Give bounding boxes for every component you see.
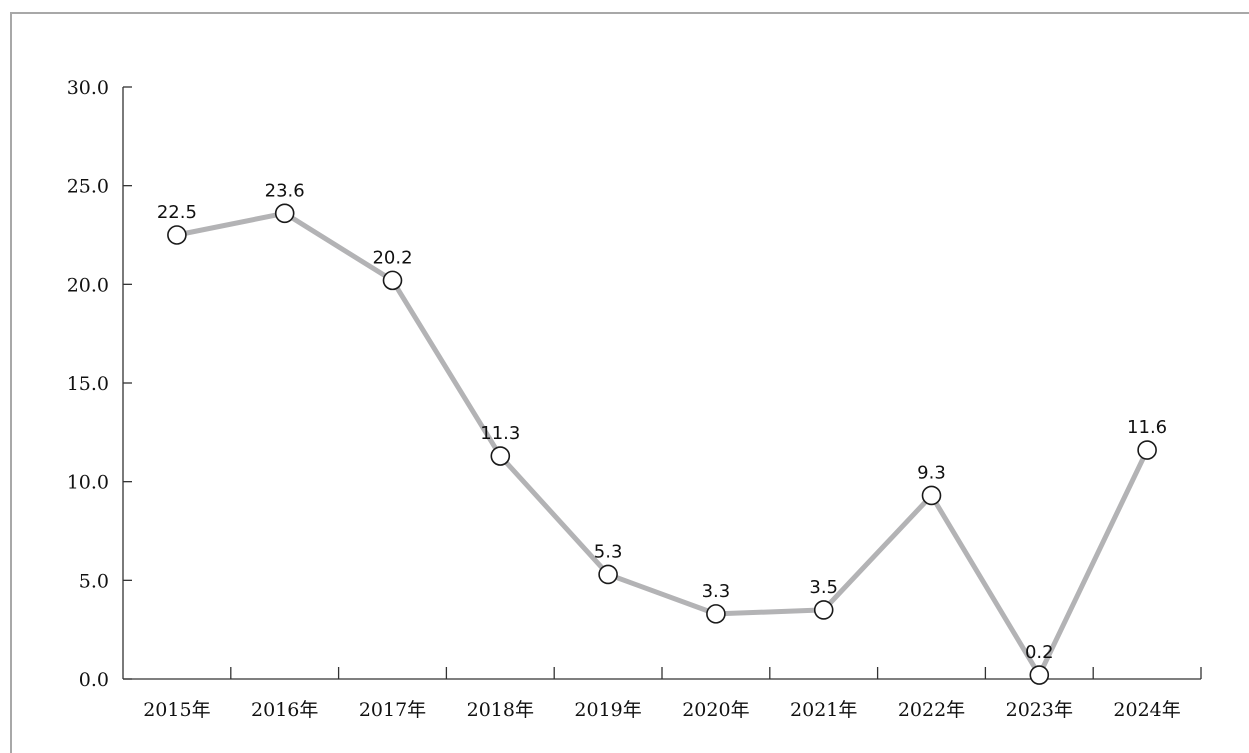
data-label: 0.2 <box>1025 642 1054 663</box>
y-tick-label: 25.0 <box>67 176 109 198</box>
data-label: 11.3 <box>480 423 520 444</box>
data-point <box>382 270 403 291</box>
y-tick-label: 5.0 <box>79 570 109 592</box>
data-point <box>921 485 942 506</box>
data-label: 22.5 <box>157 202 197 223</box>
data-label: 3.3 <box>702 581 731 602</box>
series-line <box>174 210 1150 678</box>
y-tick-label: 10.0 <box>67 472 109 494</box>
data-label: 23.6 <box>265 180 305 201</box>
data-point <box>1029 665 1050 685</box>
data-point <box>167 225 187 245</box>
y-tick-label: 20.0 <box>67 274 109 296</box>
data-point <box>706 604 726 624</box>
x-tick-label: 2018年 <box>467 699 534 721</box>
x-tick-label: 2021年 <box>790 699 857 721</box>
x-tick-label: 2020年 <box>682 699 749 721</box>
x-tick-label: 2024年 <box>1113 699 1180 721</box>
y-tick-label: 0.0 <box>79 669 109 691</box>
x-tick-label: 2015年 <box>143 699 210 721</box>
data-point <box>598 564 618 585</box>
chart-frame <box>10 12 1249 753</box>
data-point <box>813 600 834 620</box>
x-tick-label: 2016年 <box>251 699 318 721</box>
data-label: 9.3 <box>917 462 946 483</box>
y-tick-label: 30.0 <box>67 77 109 99</box>
x-tick-label: 2022年 <box>898 699 965 721</box>
data-label: 5.3 <box>594 541 623 562</box>
x-tick-label: 2023年 <box>1006 699 1073 721</box>
data-point <box>274 203 295 224</box>
data-label: 20.2 <box>372 247 412 268</box>
data-point <box>490 446 511 466</box>
x-tick-label: 2019年 <box>574 699 641 721</box>
data-label: 11.6 <box>1127 417 1167 438</box>
data-label: 3.5 <box>809 577 838 598</box>
y-tick-label: 15.0 <box>67 373 109 395</box>
x-tick-label: 2017年 <box>359 699 426 721</box>
data-point <box>1137 440 1157 460</box>
